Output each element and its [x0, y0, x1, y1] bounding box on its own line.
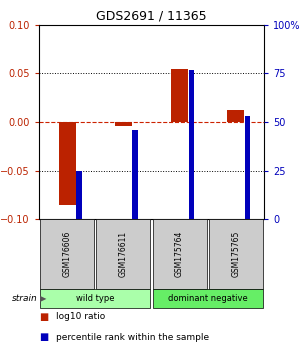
Bar	[59, 122, 76, 205]
Bar	[96, 219, 150, 289]
Text: GSM175764: GSM175764	[175, 231, 184, 277]
Bar	[189, 69, 194, 219]
Text: ■: ■	[39, 312, 48, 322]
Bar	[40, 289, 150, 308]
Text: ▶: ▶	[40, 294, 46, 303]
Bar	[227, 110, 244, 122]
Bar	[76, 171, 82, 219]
Text: GSM176606: GSM176606	[63, 231, 72, 277]
Text: ■: ■	[39, 332, 48, 342]
Bar	[153, 289, 263, 308]
Bar	[153, 219, 207, 289]
Bar	[171, 69, 188, 122]
Bar	[209, 219, 263, 289]
Bar	[115, 122, 132, 126]
Bar	[132, 130, 138, 219]
Text: dominant negative: dominant negative	[168, 294, 248, 303]
Text: strain: strain	[12, 294, 38, 303]
Text: GSM176611: GSM176611	[119, 231, 128, 277]
Bar	[40, 219, 94, 289]
Text: wild type: wild type	[76, 294, 115, 303]
Title: GDS2691 / 11365: GDS2691 / 11365	[96, 9, 207, 22]
Text: GSM175765: GSM175765	[231, 231, 240, 277]
Text: log10 ratio: log10 ratio	[56, 312, 105, 321]
Text: percentile rank within the sample: percentile rank within the sample	[56, 332, 208, 342]
Bar	[245, 116, 250, 219]
